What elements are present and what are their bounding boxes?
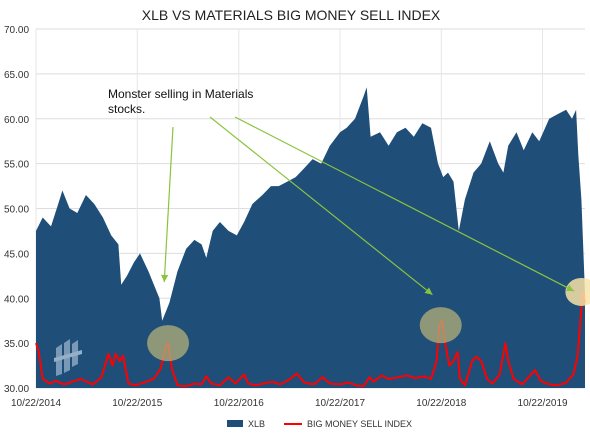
x-tick-label: 10/22/2018 bbox=[416, 398, 466, 409]
annotation-text-line1: Monster selling in Materials bbox=[108, 87, 253, 101]
highlight-circle bbox=[147, 325, 190, 362]
highlight-circle bbox=[419, 307, 462, 344]
series-area-xlb bbox=[36, 87, 585, 389]
legend-swatch-xlb bbox=[227, 420, 243, 427]
annotation: Monster selling in Materials stocks. bbox=[108, 87, 590, 362]
annotation-arrow bbox=[234, 116, 575, 292]
y-tick-label: 45.00 bbox=[4, 249, 29, 260]
annotation-text-line2: stocks. bbox=[108, 102, 145, 116]
x-tick-label: 10/22/2015 bbox=[112, 398, 162, 409]
y-tick-label: 70.00 bbox=[4, 25, 29, 36]
x-tick-label: 10/22/2014 bbox=[11, 398, 61, 409]
x-axis-ticks: 10/22/2014 10/22/2015 10/22/2016 10/22/2017… bbox=[11, 398, 568, 409]
x-tick-label: 10/22/2016 bbox=[214, 398, 264, 409]
y-tick-label: 35.00 bbox=[4, 339, 29, 350]
arrow-layer bbox=[161, 116, 575, 296]
x-tick-label: 10/22/2019 bbox=[518, 398, 568, 409]
legend: XLB BIG MONEY SELL INDEX bbox=[227, 419, 412, 429]
y-tick-label: 40.00 bbox=[4, 294, 29, 305]
y-tick-label: 50.00 bbox=[4, 205, 29, 216]
series-line-sell-index bbox=[35, 291, 586, 388]
y-tick-label: 55.00 bbox=[4, 160, 29, 171]
annotation-arrow bbox=[209, 116, 433, 296]
legend-label-sell-index: BIG MONEY SELL INDEX bbox=[307, 419, 412, 429]
y-tick-label: 60.00 bbox=[4, 115, 29, 126]
highlight-layer bbox=[147, 277, 590, 362]
y-axis-ticks: 70.00 65.00 60.00 55.00 50.00 45.00 40.00 35.00… bbox=[4, 25, 29, 395]
legend-label-xlb: XLB bbox=[248, 419, 265, 429]
chart-title: XLB VS MATERIALS BIG MONEY SELL INDEX bbox=[142, 7, 441, 23]
annotation-arrow bbox=[161, 126, 174, 283]
logo-cross bbox=[54, 350, 82, 362]
y-tick-label: 30.00 bbox=[4, 384, 29, 395]
series-layer bbox=[35, 87, 586, 389]
x-tick-label: 10/22/2017 bbox=[315, 398, 365, 409]
y-tick-label: 65.00 bbox=[4, 70, 29, 81]
watermark-logo bbox=[54, 339, 82, 376]
